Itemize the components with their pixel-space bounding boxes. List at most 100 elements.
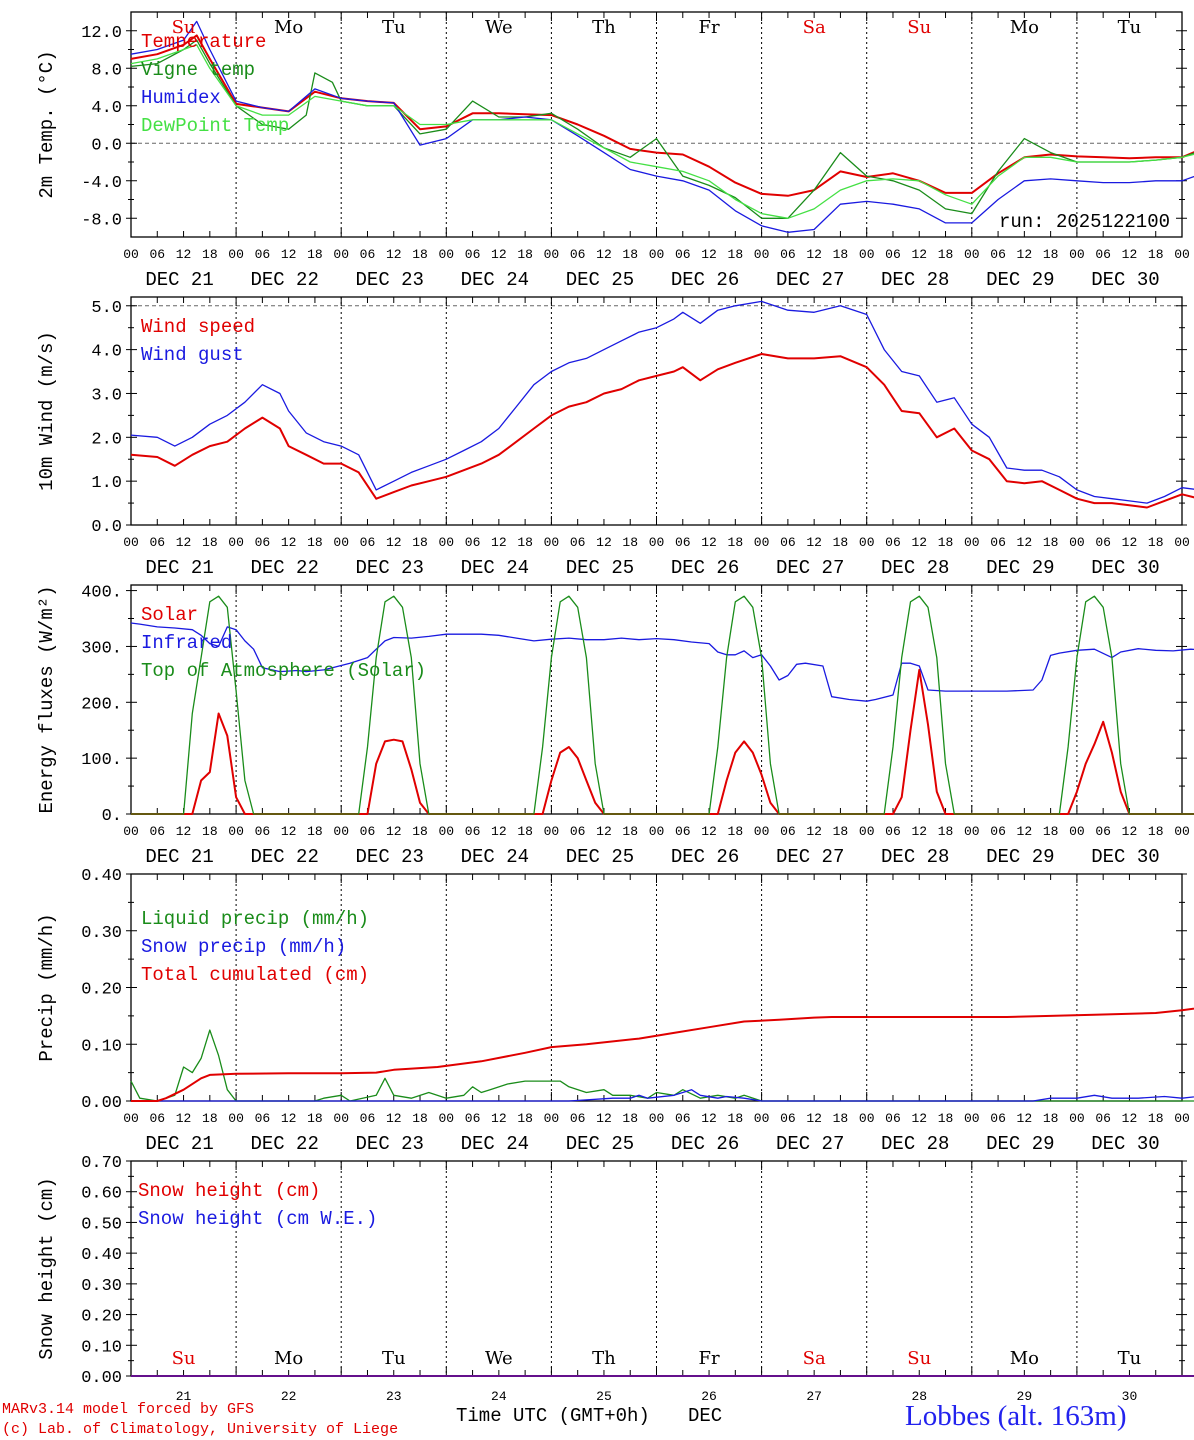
legend-entry: Snow height (cm W.E.) bbox=[138, 1208, 377, 1230]
date-label: DEC 25 bbox=[566, 1133, 634, 1155]
hour-tick-label: 06 bbox=[990, 247, 1006, 262]
hour-tick-label: 12 bbox=[281, 535, 297, 550]
hour-tick-label: 18 bbox=[728, 535, 744, 550]
hour-tick-label: 12 bbox=[491, 824, 507, 839]
hour-tick-label: 18 bbox=[1043, 535, 1059, 550]
date-label: DEC 26 bbox=[671, 557, 739, 579]
station-label: Lobbes (alt. 163m) bbox=[905, 1400, 1127, 1432]
hour-tick-label: 18 bbox=[412, 535, 428, 550]
y-axis-title: 2m Temp. (°C) bbox=[36, 50, 58, 198]
hour-tick-label: 00 bbox=[123, 535, 139, 550]
day-name-label: Sa bbox=[803, 17, 826, 38]
hour-tick-label: 12 bbox=[911, 247, 927, 262]
hour-tick-label: 12 bbox=[806, 824, 822, 839]
hour-tick-label: 00 bbox=[754, 824, 770, 839]
hour-tick-label: 18 bbox=[1148, 1111, 1164, 1126]
y-tick-label: 0.0 bbox=[91, 136, 122, 155]
day-number-label: 25 bbox=[596, 1389, 612, 1404]
y-tick-label: 3.0 bbox=[91, 386, 122, 405]
day-name-label: Su bbox=[172, 17, 196, 38]
y-tick-label: -4.0 bbox=[81, 174, 122, 193]
hour-tick-label: 06 bbox=[149, 535, 165, 550]
legend-entry: Vigne temp bbox=[141, 59, 255, 81]
hour-tick-label: 00 bbox=[1174, 824, 1190, 839]
hour-tick-label: 00 bbox=[964, 247, 980, 262]
hour-tick-label: 06 bbox=[360, 824, 376, 839]
hour-tick-label: 06 bbox=[780, 247, 796, 262]
series-line-wind-speed bbox=[130, 353, 1194, 509]
hour-tick-label: 12 bbox=[281, 1111, 297, 1126]
y-tick-label: 400. bbox=[81, 584, 122, 603]
day-name-label: Mo bbox=[274, 1348, 303, 1369]
legend-entry: Liquid precip (mm/h) bbox=[141, 908, 369, 930]
hour-tick-label: 06 bbox=[149, 1111, 165, 1126]
hour-tick-label: 12 bbox=[596, 1111, 612, 1126]
date-label: DEC 30 bbox=[1091, 846, 1159, 868]
hour-tick-label: 18 bbox=[728, 824, 744, 839]
hour-tick-label: 06 bbox=[675, 824, 691, 839]
hour-tick-label: 12 bbox=[806, 1111, 822, 1126]
y-tick-label: 0.40 bbox=[81, 867, 122, 886]
y-tick-label: 0.00 bbox=[81, 1369, 122, 1388]
date-label: DEC 28 bbox=[881, 557, 949, 579]
date-label: DEC 25 bbox=[566, 269, 634, 291]
date-label: DEC 23 bbox=[356, 269, 424, 291]
day-name-label: Mo bbox=[1010, 17, 1039, 38]
panel-1: -8.0 -4.0 0.0 4.0 8.0 12.0 2m Temp. (°C) Temper… bbox=[36, 11, 1194, 291]
hour-tick-label: 00 bbox=[1174, 535, 1190, 550]
hour-tick-label: 06 bbox=[570, 1111, 586, 1126]
y-tick-label: 0.0 bbox=[91, 518, 122, 537]
hour-tick-label: 12 bbox=[176, 247, 192, 262]
hour-tick-label: 06 bbox=[885, 535, 901, 550]
day-number-label: 28 bbox=[911, 1389, 927, 1404]
y-tick-label: 0.30 bbox=[81, 924, 122, 943]
day-name-label: Tu bbox=[1118, 1348, 1142, 1369]
date-label: DEC 30 bbox=[1091, 557, 1159, 579]
hour-tick-label: 12 bbox=[911, 535, 927, 550]
date-label: DEC 28 bbox=[881, 1133, 949, 1155]
hour-tick-label: 12 bbox=[701, 1111, 717, 1126]
date-label: DEC 27 bbox=[776, 846, 844, 868]
date-label: DEC 22 bbox=[250, 269, 318, 291]
hour-tick-label: 06 bbox=[885, 247, 901, 262]
hour-tick-label: 00 bbox=[333, 824, 349, 839]
day-name-label: Su bbox=[907, 17, 931, 38]
hour-tick-label: 00 bbox=[333, 1111, 349, 1126]
panel-4: 0.00 0.10 0.20 0.30 0.40 Precip (mm/h) Liquid … bbox=[36, 867, 1194, 1155]
date-label: DEC 29 bbox=[986, 269, 1054, 291]
date-label: DEC 29 bbox=[986, 557, 1054, 579]
y-tick-label: 0.00 bbox=[81, 1094, 122, 1113]
panel-2: 0.0 1.0 2.0 3.0 4.0 5.0 10m Wind (m/s) Wind spe… bbox=[36, 296, 1194, 579]
y-tick-label: 5.0 bbox=[91, 299, 122, 318]
y-tick-label: 0.20 bbox=[81, 981, 122, 1000]
day-number-label: 27 bbox=[806, 1389, 822, 1404]
hour-tick-label: 06 bbox=[360, 247, 376, 262]
legend-entry: Humidex bbox=[141, 87, 221, 109]
hour-tick-label: 18 bbox=[728, 1111, 744, 1126]
day-number-label: 29 bbox=[1017, 1389, 1033, 1404]
date-label: DEC 27 bbox=[776, 269, 844, 291]
hour-tick-label: 06 bbox=[465, 1111, 481, 1126]
hour-tick-label: 12 bbox=[596, 247, 612, 262]
hour-tick-label: 00 bbox=[859, 1111, 875, 1126]
y-tick-label: 2.0 bbox=[91, 430, 122, 449]
series-line-solar bbox=[131, 668, 1194, 815]
hour-tick-label: 12 bbox=[1122, 1111, 1138, 1126]
hour-tick-label: 00 bbox=[544, 247, 560, 262]
hour-tick-label: 18 bbox=[1043, 1111, 1059, 1126]
hour-tick-label: 12 bbox=[491, 1111, 507, 1126]
run-label: run: 2025122100 bbox=[999, 211, 1170, 233]
hour-tick-label: 12 bbox=[1017, 1111, 1033, 1126]
hour-tick-label: 18 bbox=[307, 1111, 323, 1126]
hour-tick-label: 18 bbox=[1043, 824, 1059, 839]
hour-tick-label: 00 bbox=[964, 824, 980, 839]
y-tick-label: 0.20 bbox=[81, 1308, 122, 1327]
day-name-label: Fr bbox=[699, 1348, 720, 1369]
hour-tick-label: 06 bbox=[255, 824, 271, 839]
hour-tick-label: 00 bbox=[228, 1111, 244, 1126]
plot-frame bbox=[130, 584, 1183, 815]
hour-tick-label: 18 bbox=[833, 1111, 849, 1126]
series-line-infrared bbox=[130, 622, 1194, 702]
hour-tick-label: 18 bbox=[833, 535, 849, 550]
date-label: DEC 29 bbox=[986, 846, 1054, 868]
